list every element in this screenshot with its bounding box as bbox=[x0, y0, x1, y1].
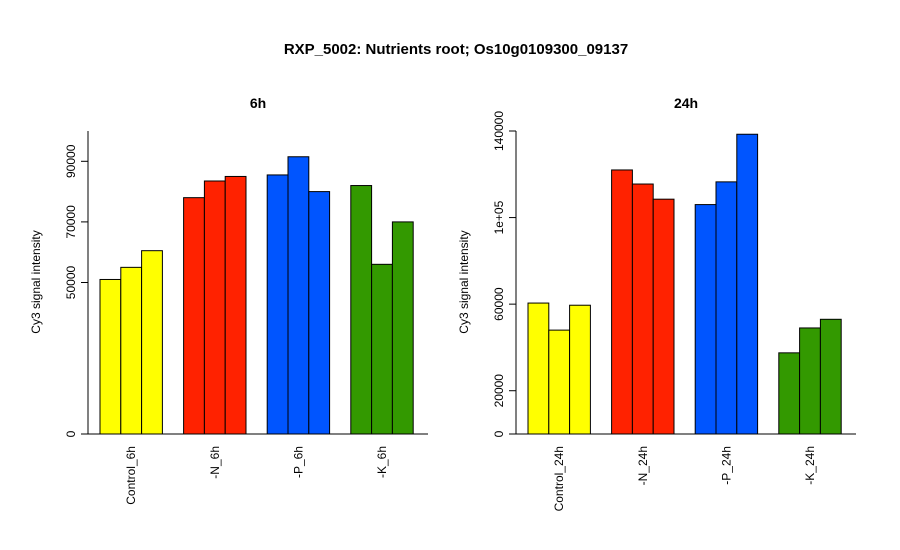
bar bbox=[183, 197, 205, 435]
y-tick-label: 1e+05 bbox=[492, 200, 506, 234]
bar bbox=[694, 204, 717, 435]
x-tick-label: -P_24h bbox=[719, 446, 733, 485]
x-tick-label: -N_6h bbox=[208, 446, 222, 479]
y-tick-label: 20000 bbox=[492, 374, 506, 408]
x-tick-label: -N_24h bbox=[636, 446, 650, 485]
y-axis-label: Cy3 signal intensity bbox=[29, 230, 43, 333]
y-tick-label: 50000 bbox=[64, 265, 78, 299]
chart-panel-6h: 6h 0 50000 70000 90000 Cy3 signal intensity Co… bbox=[29, 95, 428, 505]
bar bbox=[527, 302, 550, 435]
x-tick-label: Control_6h bbox=[124, 446, 138, 505]
bar bbox=[99, 278, 122, 435]
panel-title: 24h bbox=[674, 95, 698, 111]
x-tick-label: -P_6h bbox=[291, 446, 305, 478]
bar bbox=[569, 304, 591, 435]
x-tick-label: -K_24h bbox=[803, 446, 817, 485]
bar bbox=[799, 327, 821, 435]
bar bbox=[391, 221, 414, 435]
bar bbox=[350, 185, 373, 435]
y-tick-label: 0 bbox=[492, 430, 506, 437]
bar bbox=[736, 133, 759, 435]
bar bbox=[371, 263, 393, 435]
x-tick-label: -K_6h bbox=[375, 446, 389, 478]
bar bbox=[548, 329, 571, 435]
bar bbox=[819, 318, 842, 435]
bar bbox=[631, 183, 654, 435]
bar bbox=[203, 180, 226, 435]
y-tick-label: 90000 bbox=[64, 144, 78, 178]
x-tick-label: Control_24h bbox=[552, 446, 566, 511]
bar bbox=[120, 266, 143, 435]
bar bbox=[611, 169, 633, 435]
y-tick-label: 60000 bbox=[492, 287, 506, 321]
bar bbox=[652, 198, 675, 435]
chart-main-title: RXP_5002: Nutrients root; Os10g0109300_0… bbox=[284, 41, 628, 58]
bar bbox=[266, 174, 289, 435]
bar bbox=[715, 181, 738, 435]
bar bbox=[308, 191, 331, 435]
y-axis-label: Cy3 signal intensity bbox=[457, 230, 471, 333]
bar bbox=[287, 156, 310, 435]
chart-panel-24h: 24h 0 20000 60000 1e+05 140000 Cy3 signal inte… bbox=[457, 95, 856, 511]
y-tick-label: 70000 bbox=[64, 205, 78, 239]
bar bbox=[224, 175, 247, 435]
panel-title: 6h bbox=[250, 95, 266, 111]
y-tick-label: 140000 bbox=[492, 111, 506, 151]
bar bbox=[141, 250, 163, 435]
bar bbox=[778, 352, 801, 435]
y-tick-label: 0 bbox=[64, 430, 78, 437]
